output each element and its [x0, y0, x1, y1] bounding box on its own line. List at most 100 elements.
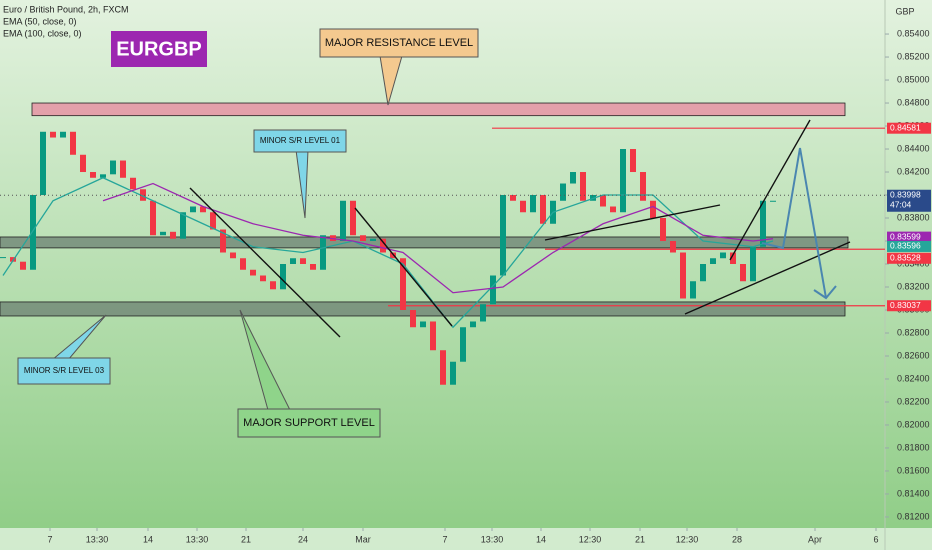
x-tick-label: 13:30	[86, 534, 109, 544]
indicator-label: EMA (50, close, 0)	[3, 16, 77, 26]
candle	[120, 160, 126, 178]
callout-minor-03: MINOR S/R LEVEL 03	[17, 314, 111, 385]
candle	[610, 206, 616, 213]
price-label-box	[887, 189, 931, 212]
y-tick-label: 0.81800	[897, 442, 930, 452]
candle	[290, 258, 296, 264]
annotation: MINOR S/R LEVEL 03	[24, 366, 105, 375]
candle	[510, 195, 516, 201]
candle	[750, 246, 756, 282]
price-label-box	[887, 231, 931, 243]
y-tick-label: 0.84200	[897, 166, 930, 176]
candle	[190, 206, 196, 213]
candle	[450, 361, 456, 385]
annotation: MAJOR SUPPORT LEVEL	[243, 417, 375, 429]
candle	[90, 172, 96, 178]
candle	[20, 261, 26, 270]
y-tick-label: 0.82000	[897, 419, 930, 429]
y-tick-label: 0.83200	[897, 281, 930, 291]
x-tick-label: 7	[442, 534, 447, 544]
candle	[160, 231, 166, 236]
candle	[340, 200, 346, 242]
candle	[600, 195, 606, 207]
candle	[670, 241, 676, 253]
zone	[0, 301, 846, 317]
price-label-box	[887, 122, 931, 134]
candle	[480, 304, 486, 322]
candle	[620, 149, 626, 213]
x-tick-label: Apr	[808, 534, 822, 544]
y-tick-label: 0.82200	[897, 396, 930, 406]
y-tick-label: 0.85200	[897, 51, 930, 61]
candle	[630, 149, 636, 173]
candle	[760, 200, 766, 247]
candle	[0, 257, 6, 259]
price-label-box	[887, 300, 931, 312]
annotation: MAJOR RESISTANCE LEVEL	[325, 37, 473, 49]
candle	[320, 235, 326, 270]
callout-minor-01: MINOR S/R LEVEL 01	[253, 129, 347, 219]
candle	[130, 177, 136, 190]
x-tick-label: 12:30	[676, 534, 699, 544]
x-tick-label: 13:30	[186, 534, 209, 544]
currency: GBP	[895, 6, 914, 16]
x-tick-label: Mar	[355, 534, 371, 544]
candle	[310, 264, 316, 270]
candle	[50, 131, 56, 138]
x-tick-label: 28	[732, 534, 742, 544]
candle	[270, 281, 276, 290]
y-tick-label: 0.85400	[897, 28, 930, 38]
candle	[650, 200, 656, 219]
price-label: 0.83596	[890, 241, 921, 251]
candle	[70, 131, 76, 155]
candle	[210, 212, 216, 230]
price-label: 0.83998	[890, 189, 921, 199]
ema-line	[102, 182, 774, 294]
x-tick-label: 7	[47, 534, 52, 544]
price-label: 0.83599	[890, 231, 921, 241]
x-tick-label: 24	[298, 534, 308, 544]
y-tick-label: 0.85000	[897, 74, 930, 84]
candle	[470, 321, 476, 328]
price-label-box	[887, 240, 931, 252]
y-tick-label: 0.82600	[897, 350, 930, 360]
candle	[530, 195, 536, 213]
price-label: 0.83037	[890, 300, 921, 310]
symbol-badge	[111, 31, 207, 67]
candle	[740, 264, 746, 282]
candle	[730, 252, 736, 264]
price-label: 0.83528	[890, 253, 921, 263]
x-tick-label: 12:30	[579, 534, 602, 544]
candle	[40, 131, 46, 196]
candle	[380, 238, 386, 253]
y-tick-label: 0.81400	[897, 488, 930, 498]
candle	[30, 195, 36, 270]
candle	[390, 252, 396, 259]
price-label-box	[887, 252, 931, 264]
candle	[360, 235, 366, 242]
candle	[180, 212, 186, 239]
candle	[370, 238, 376, 242]
y-tick-label: 0.84400	[897, 143, 930, 153]
candle	[410, 309, 416, 328]
candle	[140, 189, 146, 201]
candle	[660, 218, 666, 242]
price-label: 0.84581	[890, 122, 921, 132]
candle	[230, 252, 236, 259]
candle	[500, 195, 506, 276]
x-tick-label: 21	[635, 534, 645, 544]
candle	[570, 172, 576, 184]
y-tick-label: 0.81600	[897, 465, 930, 475]
zone	[31, 102, 846, 117]
y-tick-label: 0.81200	[897, 511, 930, 521]
candle	[300, 258, 306, 264]
candle	[720, 252, 726, 259]
candle	[260, 275, 266, 282]
y-tick-label: 0.82800	[897, 327, 930, 337]
y-tick-label: 0.82400	[897, 373, 930, 383]
candle	[280, 264, 286, 290]
candle	[350, 200, 356, 236]
candle	[440, 350, 446, 385]
candle	[490, 275, 496, 305]
